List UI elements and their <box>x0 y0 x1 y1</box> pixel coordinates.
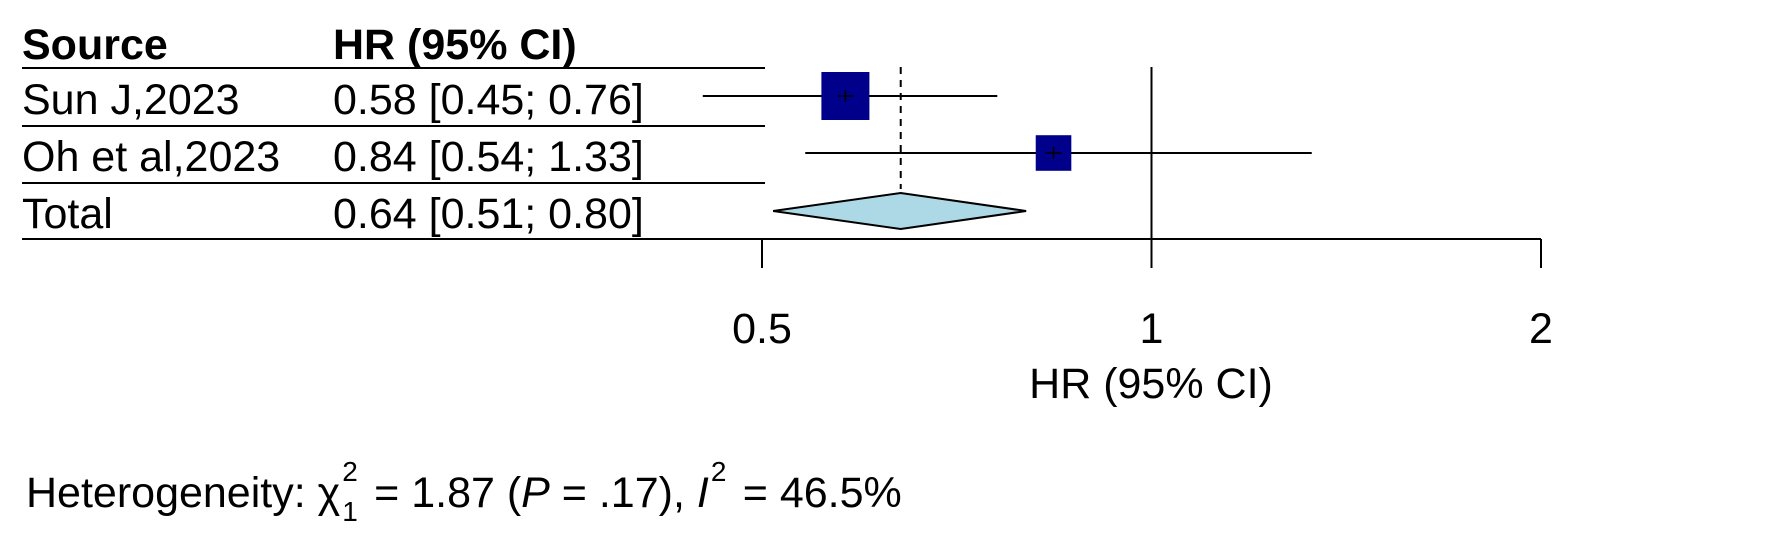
heterogeneity-prefix: Heterogeneity: <box>26 469 318 517</box>
row-hr-2: 0.64 [0.51; 0.80] <box>333 190 644 238</box>
row-rule-2 <box>22 238 765 240</box>
header-rule <box>22 67 765 69</box>
row-hr-1: 0.84 [0.54; 1.33] <box>333 133 644 181</box>
row-source-0: Sun J,2023 <box>22 76 240 124</box>
x-tick-label-2: 2 <box>1529 305 1553 353</box>
row-hr-0: 0.58 [0.45; 0.76] <box>333 76 644 124</box>
p-symbol: P <box>521 469 550 517</box>
i-squared-value: = 46.5% <box>730 469 902 517</box>
p-value: = .17), <box>549 469 697 517</box>
header-source: Source <box>22 21 168 69</box>
row-rule-0 <box>22 125 765 127</box>
x-tick-label-1: 1 <box>1140 305 1164 353</box>
row-rule-1 <box>22 182 765 184</box>
x-tick-label-0: 0.5 <box>732 305 792 353</box>
header-hr: HR (95% CI) <box>333 21 577 69</box>
row-source-1: Oh et al,2023 <box>22 133 281 181</box>
row-source-2: Total <box>22 190 113 238</box>
chi-value: = 1.87 ( <box>362 469 522 517</box>
pooled-diamond <box>772 191 1027 231</box>
x-axis-label: HR (95% CI) <box>1029 360 1273 408</box>
